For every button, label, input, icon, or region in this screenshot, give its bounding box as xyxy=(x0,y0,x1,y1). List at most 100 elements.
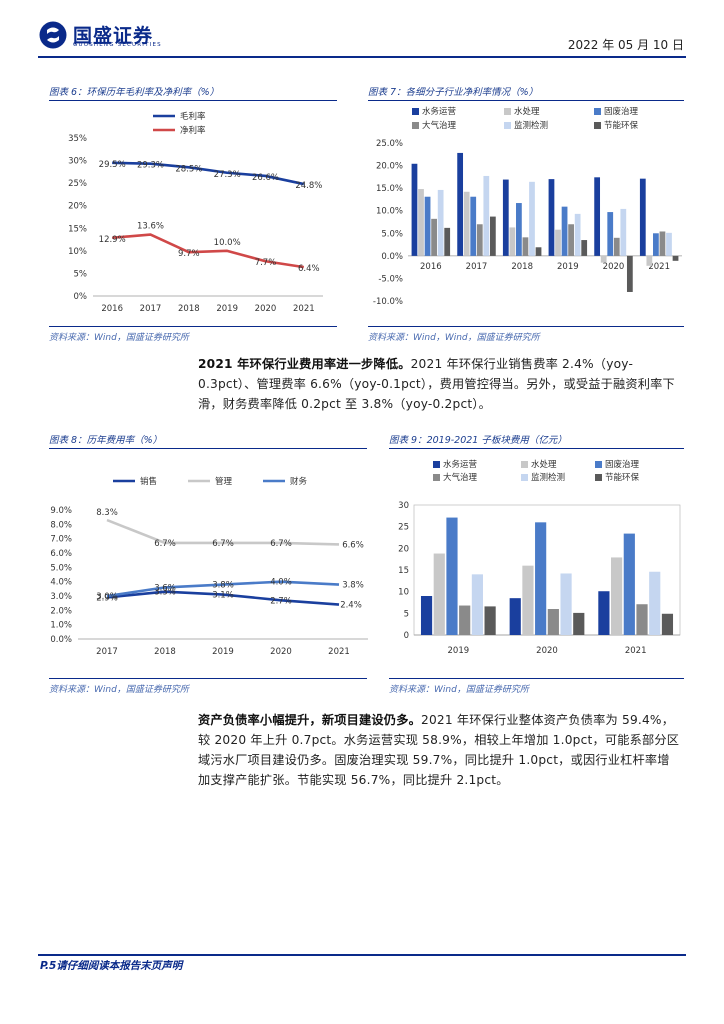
y-tick-label: 10.0% xyxy=(376,207,403,217)
bar-水务运营-2018 xyxy=(502,179,509,256)
bar-固废治理-2016 xyxy=(424,196,431,256)
y-tick-label: 30 xyxy=(398,501,409,511)
series-line-净利率 xyxy=(112,233,305,269)
bar-固废治理-2021 xyxy=(623,533,635,635)
y-tick-label: 25 xyxy=(398,523,409,533)
bar-节能环保-2019 xyxy=(581,240,588,256)
x-tick-label: 2020 xyxy=(255,304,277,314)
company-logo xyxy=(38,20,68,50)
legend-label: 监测检测 xyxy=(514,120,548,131)
x-tick-label: 2018 xyxy=(154,647,176,657)
bar-监测检测-2020 xyxy=(560,573,572,635)
x-tick-label: 2021 xyxy=(328,647,350,657)
bar-节能环保-2021 xyxy=(661,613,674,635)
data-label: 6.7% xyxy=(270,539,292,549)
bar-水处理-2016 xyxy=(418,189,424,256)
data-label: 3.3% xyxy=(154,588,176,598)
bar-水务运营-2019 xyxy=(548,179,555,256)
x-tick-label: 2016 xyxy=(420,262,442,272)
legend-label: 监测检测 xyxy=(531,472,565,483)
y-tick-label: 25% xyxy=(68,179,87,189)
y-tick-label: -5.0% xyxy=(378,274,403,284)
legend-swatch-大气治理 xyxy=(412,122,419,129)
y-tick-label: 30% xyxy=(68,157,87,167)
x-tick-label: 2019 xyxy=(216,304,238,314)
y-tick-label: 15.0% xyxy=(376,184,403,194)
y-tick-label: 1.0% xyxy=(50,621,72,631)
data-label: 28.5% xyxy=(175,164,202,174)
bar-水处理-2021 xyxy=(646,255,653,266)
data-label: 3.6% xyxy=(154,583,176,593)
y-tick-label: 7.0% xyxy=(50,535,72,545)
bar-大气治理-2021 xyxy=(659,231,666,256)
fig8-chart: 0.0% 1.0% 2.0% 3.0% 4.0% 5.0% 6.0% 7.0% 8.0% 9.0%… xyxy=(50,476,368,657)
data-label: 3.8% xyxy=(212,581,234,591)
legend-label: 固废治理 xyxy=(605,459,640,470)
bar-监测检测-2017 xyxy=(483,175,490,256)
data-label: 6.4% xyxy=(298,264,320,274)
x-tick-label: 2016 xyxy=(101,304,123,314)
legend-label: 净利率 xyxy=(180,125,206,136)
paragraph-expense-rate-heading: 2021 年环保行业费用率进一步降低。 xyxy=(198,357,411,371)
legend-label: 水处理 xyxy=(531,459,557,470)
bar-水处理-2019 xyxy=(555,229,561,256)
data-label: 3.0% xyxy=(96,592,118,602)
y-tick-label: 5.0% xyxy=(50,563,72,573)
bar-水处理-2019 xyxy=(433,553,445,635)
bar-固废治理-2019 xyxy=(561,206,568,256)
data-label: 6.7% xyxy=(154,539,176,549)
legend-label: 毛利率 xyxy=(180,111,206,122)
bar-水处理-2020 xyxy=(522,565,534,635)
fig6-source-rule xyxy=(49,326,337,327)
legend-label: 管理 xyxy=(215,476,233,487)
bar-固废治理-2018 xyxy=(516,203,522,256)
paragraph-debt-ratio-body: 2021 年环保行业整体资产负债率为 59.4%，较 2020 年上升 0.7p… xyxy=(198,713,680,787)
y-tick-label: 20 xyxy=(398,544,409,554)
y-tick-label: 6.0% xyxy=(50,549,72,559)
bar-大气治理-2016 xyxy=(431,218,437,256)
y-tick-label: 4.0% xyxy=(50,578,72,588)
bar-水处理-2021 xyxy=(611,557,623,635)
legend-label: 大气治理 xyxy=(422,120,457,131)
bar-水务运营-2020 xyxy=(594,177,601,256)
x-tick-label: 2017 xyxy=(140,304,162,314)
legend-swatch-固废治理 xyxy=(595,461,602,468)
bar-节能环保-2021 xyxy=(672,255,679,261)
data-label: 2.4% xyxy=(340,601,362,611)
x-tick-label: 2018 xyxy=(511,262,533,272)
data-label: 7.7% xyxy=(255,258,277,268)
y-tick-label: -10.0% xyxy=(373,297,403,307)
y-tick-label: 20% xyxy=(68,202,87,212)
bar-水处理-2020 xyxy=(600,255,607,263)
bar-固废治理-2019 xyxy=(446,517,458,635)
bar-大气治理-2020 xyxy=(613,237,620,256)
fig8-title: 图表 8：历年费用率（%） xyxy=(49,435,163,446)
footer-rule xyxy=(38,954,686,956)
fig9-source: 资料来源：Wind，国盛证券研究所 xyxy=(389,685,529,695)
y-tick-label: 9.0% xyxy=(50,506,72,516)
legend-swatch-大气治理 xyxy=(433,474,440,481)
bar-监测检测-2016 xyxy=(437,189,444,256)
y-tick-label: 0 xyxy=(404,631,409,641)
x-tick-label: 2019 xyxy=(212,647,234,657)
bar-监测检测-2019 xyxy=(574,213,581,256)
data-label: 9.7% xyxy=(178,249,200,259)
y-tick-label: 35% xyxy=(68,134,87,144)
logo-emblem-icon xyxy=(39,21,67,49)
x-tick-label: 2021 xyxy=(293,304,315,314)
fig6-source: 资料来源：Wind，国盛证券研究所 xyxy=(49,333,189,343)
y-tick-label: 0.0% xyxy=(381,252,403,262)
y-tick-label: 2.0% xyxy=(50,606,72,616)
legend-swatch-固废治理 xyxy=(594,108,601,115)
fig8-title-rule xyxy=(49,448,367,449)
data-label: 3.1% xyxy=(212,591,234,601)
legend-label: 大气治理 xyxy=(443,472,478,483)
bar-监测检测-2018 xyxy=(529,181,535,256)
legend-label: 节能环保 xyxy=(604,120,639,131)
bar-水处理-2018 xyxy=(509,227,516,256)
fig8-source: 资料来源：Wind，国盛证券研究所 xyxy=(49,685,189,695)
legend-label: 水务运营 xyxy=(422,106,456,117)
legend-label: 水处理 xyxy=(514,106,540,117)
bar-水处理-2017 xyxy=(463,191,470,256)
data-label: 13.6% xyxy=(137,222,164,232)
